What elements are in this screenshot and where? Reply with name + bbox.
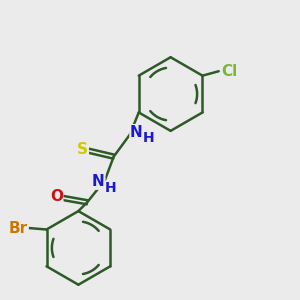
- Text: Br: Br: [9, 220, 28, 236]
- Text: N: N: [130, 125, 143, 140]
- Text: O: O: [50, 189, 63, 204]
- Text: S: S: [77, 142, 88, 157]
- Text: Cl: Cl: [221, 64, 237, 79]
- Text: N: N: [92, 174, 105, 189]
- Text: H: H: [104, 182, 116, 195]
- Text: H: H: [142, 131, 154, 145]
